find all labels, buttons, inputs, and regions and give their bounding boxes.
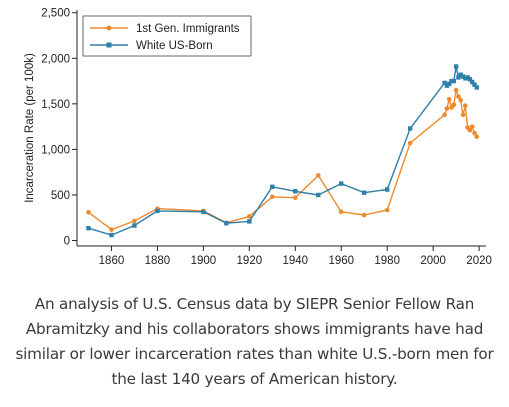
data-point <box>456 94 461 99</box>
data-point <box>384 207 390 213</box>
data-point <box>469 124 475 129</box>
legend-box <box>82 15 252 57</box>
data-point <box>453 64 459 69</box>
data-point <box>444 83 450 88</box>
x-tick-label: 2020 <box>466 255 492 267</box>
y-axis-label: Incarceration Rate (per 100k) <box>24 53 36 203</box>
data-point <box>467 77 473 82</box>
data-point <box>453 87 459 93</box>
data-point <box>472 130 477 136</box>
data-point <box>467 127 473 133</box>
data-point <box>316 192 321 198</box>
data-point <box>270 194 275 200</box>
y-tick-label: 0 <box>64 236 70 248</box>
data-point <box>224 221 229 226</box>
data-point <box>474 85 480 90</box>
chart-series <box>86 64 480 238</box>
data-point <box>463 103 468 108</box>
chart-axes: 0 500 1,000 1,500 2,000 2,500 1860 1880 1900 1920… <box>24 8 492 267</box>
legend-marker <box>106 25 112 31</box>
data-point <box>362 190 367 195</box>
data-point <box>472 82 477 87</box>
data-point <box>109 232 114 238</box>
x-tick-label: 1920 <box>237 255 263 267</box>
series-line <box>88 65 478 236</box>
series-white-us-born <box>86 64 480 238</box>
data-point <box>458 97 464 103</box>
data-point <box>292 195 298 201</box>
data-point <box>444 106 450 111</box>
y-tick-label: 2,000 <box>41 53 70 65</box>
data-point <box>474 134 480 139</box>
data-point <box>458 72 463 77</box>
incarceration-chart: 0 500 1,000 1,500 2,000 2,500 1860 1880 1900 1920… <box>24 8 492 267</box>
data-point <box>155 208 160 214</box>
x-tick-label: 1860 <box>99 255 125 267</box>
x-tick-label: 2000 <box>420 255 446 267</box>
data-point <box>132 223 137 228</box>
data-point <box>449 78 454 84</box>
data-point <box>247 214 252 219</box>
data-point <box>293 189 298 194</box>
data-point <box>109 227 114 232</box>
data-point <box>270 184 275 189</box>
data-point <box>361 212 367 218</box>
series-immigrants <box>86 87 480 232</box>
data-point <box>384 187 390 192</box>
data-point <box>338 209 344 215</box>
data-point <box>247 219 252 224</box>
y-tick-label: 1,500 <box>41 99 70 111</box>
y-tick-label: 500 <box>51 190 70 202</box>
data-point <box>315 173 321 178</box>
data-point <box>456 75 461 80</box>
series-line <box>88 89 478 231</box>
data-point <box>463 76 468 81</box>
data-point <box>442 80 447 86</box>
chart-legend: 1st Gen. Immigrants White US-Born <box>82 15 252 57</box>
x-tick-label: 1980 <box>374 255 400 267</box>
legend-label: White US-Born <box>136 40 213 52</box>
x-tick-label: 1900 <box>191 255 217 267</box>
data-point <box>407 140 413 146</box>
data-point <box>339 181 344 186</box>
x-tick-label: 1880 <box>145 255 171 267</box>
data-point <box>86 226 91 231</box>
y-tick-label: 1,000 <box>41 144 70 156</box>
data-point <box>451 78 457 84</box>
y-tick-label: 2,500 <box>41 8 70 20</box>
data-point <box>460 112 466 118</box>
figure-caption: An analysis of U.S. Census data by SIEPR… <box>15 295 494 388</box>
data-point <box>86 209 91 215</box>
data-point <box>201 209 206 215</box>
data-point <box>465 75 470 80</box>
data-point <box>442 112 447 118</box>
data-point <box>451 102 457 108</box>
data-point <box>407 126 413 131</box>
x-tick-label: 1960 <box>328 255 354 267</box>
legend-marker <box>106 42 112 48</box>
x-tick-label: 1940 <box>282 255 308 267</box>
data-point <box>447 81 452 87</box>
data-point <box>446 96 452 102</box>
data-point <box>460 74 466 79</box>
data-point <box>132 218 137 224</box>
data-point <box>470 79 475 85</box>
legend-label: 1st Gen. Immigrants <box>136 23 240 35</box>
